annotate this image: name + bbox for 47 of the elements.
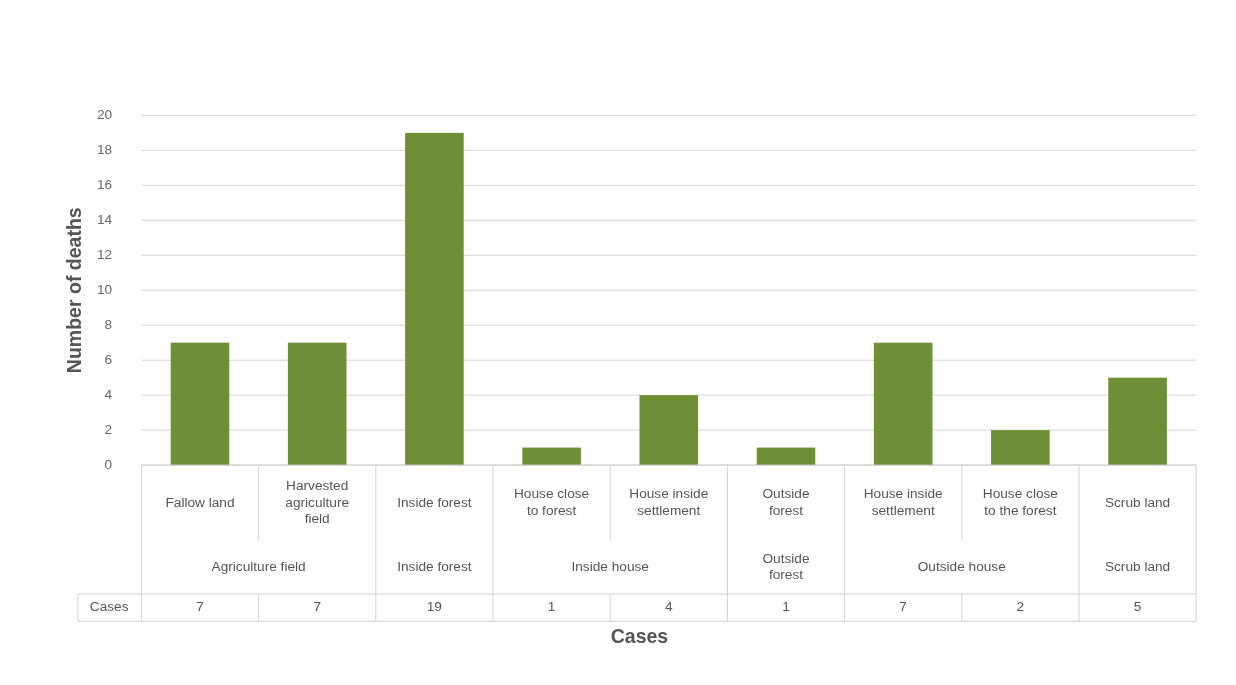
y-tick-label: 18	[96, 142, 113, 157]
bar	[991, 430, 1050, 466]
text: Inside forest	[397, 558, 472, 574]
x-tick-label: Fallow land	[165, 494, 235, 510]
y-tick-label: 10	[96, 281, 113, 297]
x-tick-label: Outside forest	[762, 485, 810, 518]
y-tick-label: 20	[96, 107, 113, 123]
y-tick-label: 8	[104, 316, 113, 332]
data-label: 7	[313, 599, 321, 615]
x-tick-label: Inside forest	[397, 494, 472, 510]
bar	[873, 342, 933, 466]
y-axis-title: Number of deaths	[62, 207, 85, 374]
bar	[287, 342, 347, 466]
text: Agriculture field	[211, 558, 306, 574]
x-tick-label: House close to forest	[514, 485, 590, 518]
text: Inside house	[571, 558, 649, 574]
data-label: 1	[782, 599, 790, 615]
y-tick-label: 12	[96, 246, 113, 262]
x-tick-label: House close to the forest	[982, 485, 1058, 518]
text: Outside house	[917, 558, 1006, 574]
bar	[170, 342, 230, 466]
x-tick-label: House inside settlement	[629, 485, 709, 518]
text: Cases	[89, 599, 129, 615]
data-label: 1	[547, 599, 556, 615]
data-label: 4	[664, 599, 673, 615]
data-label: 2	[1016, 599, 1025, 615]
y-tick-label: 4	[104, 386, 113, 402]
bar	[1108, 377, 1167, 466]
bar	[522, 447, 581, 466]
y-tick-label: 0	[104, 456, 113, 472]
data-label: 5	[1133, 599, 1142, 615]
y-tick-label: 16	[96, 176, 113, 192]
text: Scrub land	[1104, 558, 1171, 574]
x-tick-label: Harvested agriculture field	[285, 477, 350, 526]
text: Outside forest	[762, 550, 810, 583]
y-tick-label: 6	[104, 351, 113, 367]
y-tick-label: 2	[104, 421, 113, 437]
x-tick-label: Scrub land	[1104, 494, 1171, 510]
y-tick-label: 14	[96, 211, 113, 227]
data-label: 7	[899, 599, 907, 615]
bar	[756, 447, 816, 466]
x-axis-title: Cases	[610, 624, 669, 647]
bar	[639, 395, 699, 466]
bar	[405, 132, 464, 466]
data-label: 19	[426, 599, 442, 615]
data-label: 7	[196, 599, 204, 615]
x-tick-label: House inside settlement	[863, 485, 943, 518]
